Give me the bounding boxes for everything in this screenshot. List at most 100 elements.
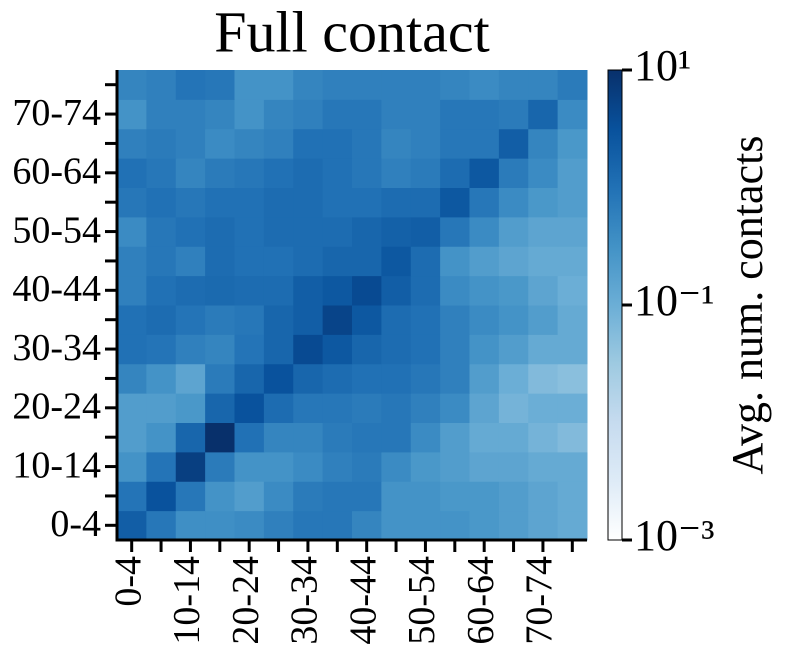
heatmap-cell <box>263 158 294 188</box>
heatmap-cell <box>381 510 412 541</box>
heatmap-cell <box>263 510 294 541</box>
heatmap-cell <box>146 246 177 277</box>
heatmap-cell <box>440 363 470 394</box>
heatmap-cell <box>175 334 206 365</box>
heatmap-cell <box>146 334 177 365</box>
heatmap-cell <box>322 216 353 247</box>
heatmap-cell <box>322 187 353 218</box>
x-tick-label: 20-24 <box>225 556 267 645</box>
heatmap-cell <box>234 275 265 306</box>
heatmap-cell <box>557 158 588 188</box>
heatmap-cell <box>175 187 206 218</box>
heatmap-cell <box>440 128 470 159</box>
heatmap-cell <box>175 305 206 335</box>
heatmap-cell <box>381 481 412 512</box>
heatmap-cell <box>410 451 441 482</box>
heatmap-cell <box>322 275 353 306</box>
heatmap-cell <box>557 363 588 394</box>
heatmap-cell <box>410 510 441 541</box>
heatmap-cell <box>410 70 441 100</box>
x-tick-label: 50-54 <box>401 556 443 645</box>
heatmap-cell <box>352 451 382 482</box>
heatmap-cell <box>469 393 500 423</box>
heatmap-cell <box>469 216 500 247</box>
heatmap-cell <box>528 481 559 512</box>
heatmap-cell <box>146 510 177 541</box>
heatmap-cell <box>381 70 412 100</box>
heatmap-cell <box>440 99 470 130</box>
heatmap-cell <box>175 128 206 159</box>
heatmap-cell <box>469 363 500 394</box>
chart-title: Full contact <box>214 0 489 64</box>
colorbar-label: Avg. num. contacts <box>723 136 772 475</box>
heatmap-cell <box>234 510 265 541</box>
heatmap-cell <box>205 305 235 335</box>
heatmap-cell <box>117 422 147 453</box>
heatmap-cell <box>557 481 588 512</box>
heatmap-cell <box>469 510 500 541</box>
heatmap-cell <box>293 510 324 541</box>
heatmap-cell <box>528 451 559 482</box>
heatmap-cell <box>469 128 500 159</box>
heatmap-cell <box>528 363 559 394</box>
heatmap-cell <box>117 305 147 335</box>
heatmap-cell <box>146 305 177 335</box>
heatmap-cell <box>498 481 529 512</box>
x-tick-label: 10-14 <box>166 556 208 645</box>
heatmap-cell <box>498 363 529 394</box>
heatmap-cell <box>263 187 294 218</box>
heatmap-cell <box>528 246 559 277</box>
heatmap-cell <box>381 99 412 130</box>
y-tick-label: 10-14 <box>12 444 101 486</box>
heatmap-cell <box>352 70 382 100</box>
heatmap-cell <box>410 99 441 130</box>
heatmap-cell <box>381 128 412 159</box>
heatmap-cell <box>293 216 324 247</box>
heatmap-cell <box>263 451 294 482</box>
heatmap-cell <box>263 363 294 394</box>
heatmap-cell <box>205 128 235 159</box>
heatmap-cell <box>175 422 206 453</box>
heatmap-cell <box>381 451 412 482</box>
heatmap-cell <box>352 510 382 541</box>
heatmap-cell <box>293 305 324 335</box>
heatmap-cell <box>410 481 441 512</box>
heatmap-cell <box>440 451 470 482</box>
heatmap-cell <box>117 510 147 541</box>
heatmap-cell <box>322 363 353 394</box>
heatmap-cell <box>557 187 588 218</box>
heatmap-cell <box>469 99 500 130</box>
heatmap-cell <box>234 187 265 218</box>
heatmap-cell <box>146 422 177 453</box>
heatmap-cell <box>146 393 177 423</box>
heatmap-cell <box>352 128 382 159</box>
heatmap-cell <box>440 422 470 453</box>
heatmap-cell <box>557 510 588 541</box>
heatmap-cell <box>528 305 559 335</box>
heatmap-cell <box>146 216 177 247</box>
heatmap-cell <box>469 70 500 100</box>
heatmap-cell <box>146 451 177 482</box>
heatmap-cell <box>557 305 588 335</box>
heatmap-cell <box>557 99 588 130</box>
heatmap-cell <box>352 99 382 130</box>
heatmap-cell <box>234 158 265 188</box>
heatmap-cell <box>117 187 147 218</box>
heatmap-cell <box>410 275 441 306</box>
y-tick-label: 40-44 <box>12 268 101 310</box>
heatmap-cell <box>293 363 324 394</box>
x-tick-label: 30-34 <box>284 556 326 645</box>
heatmap-cell <box>234 246 265 277</box>
heatmap-cell <box>557 393 588 423</box>
heatmap-cell <box>205 275 235 306</box>
heatmap-cell <box>234 70 265 100</box>
heatmap-cell <box>528 187 559 218</box>
heatmap-cell <box>528 393 559 423</box>
heatmap-cell <box>322 99 353 130</box>
heatmap-cell <box>205 481 235 512</box>
heatmap-cell <box>440 216 470 247</box>
heatmap-cell <box>469 451 500 482</box>
heatmap-cell <box>234 334 265 365</box>
heatmap-cell <box>410 422 441 453</box>
heatmap-cell <box>469 246 500 277</box>
